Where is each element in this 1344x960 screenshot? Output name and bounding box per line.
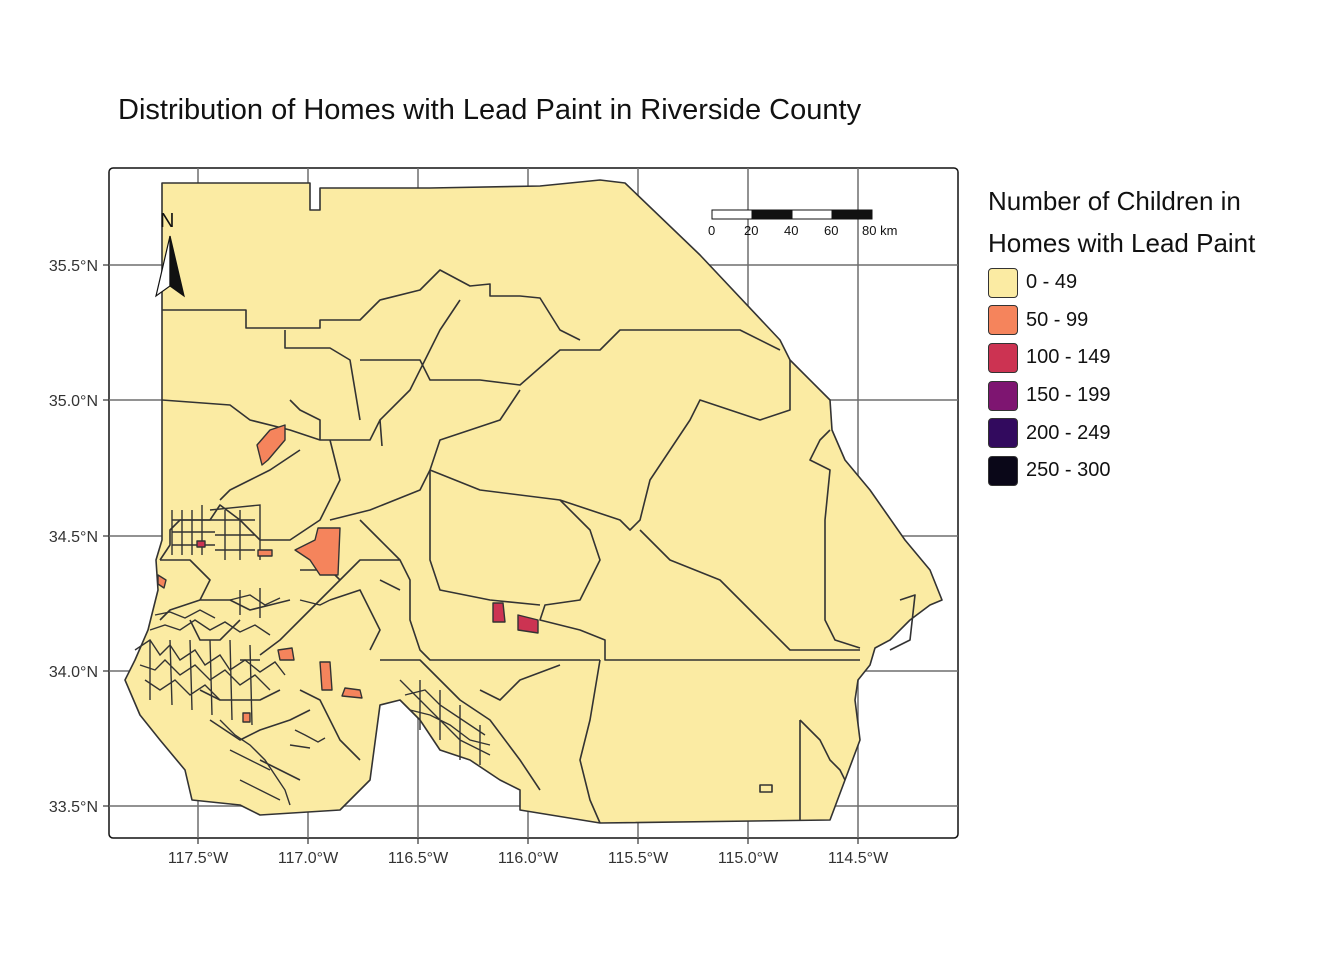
tract-50-99 bbox=[257, 549, 273, 557]
legend-item: 100 - 149 bbox=[988, 339, 1255, 377]
legend-item: 50 - 99 bbox=[988, 302, 1255, 340]
tract-100-149 bbox=[517, 614, 539, 634]
y-tick-label: 35.5°N bbox=[49, 258, 98, 275]
legend-swatch bbox=[988, 305, 1018, 336]
tract-50-99 bbox=[277, 647, 295, 661]
x-tick-label: 116.0°W bbox=[498, 850, 559, 867]
north-arrow-right-half bbox=[169, 235, 185, 298]
legend-label: 50 - 99 bbox=[1026, 308, 1089, 331]
scale-bar-label: 80 km bbox=[862, 223, 897, 238]
legend-label: 0 - 49 bbox=[1026, 271, 1078, 294]
tract-boundary bbox=[759, 719, 846, 820]
tract-boundary bbox=[259, 519, 600, 661]
north-arrow-label: N bbox=[160, 210, 174, 232]
tract-boundary bbox=[159, 439, 341, 561]
tract-boundary bbox=[219, 399, 321, 501]
urban-cluster bbox=[134, 639, 286, 726]
legend-label: 200 - 249 bbox=[1026, 421, 1111, 444]
legend-item: 250 - 300 bbox=[988, 452, 1255, 490]
scale-bar-segment bbox=[791, 209, 833, 220]
scale-bar-segment bbox=[711, 209, 753, 220]
legend: Number of Children in Homes with Lead Pa… bbox=[988, 180, 1255, 490]
tract-50-99 bbox=[256, 424, 286, 466]
x-tick-label: 115.5°W bbox=[608, 850, 669, 867]
tract-boundary bbox=[539, 499, 860, 661]
legend-items: 0 - 49 50 - 99 100 - 149 150 - 199 200 - 249… bbox=[988, 264, 1255, 490]
scale-bar-label: 0 bbox=[708, 223, 715, 238]
tract-boundary bbox=[429, 360, 791, 531]
scale-bar-label: 40 bbox=[784, 223, 798, 238]
legend-item: 150 - 199 bbox=[988, 377, 1255, 415]
y-tick-label: 34.0°N bbox=[49, 664, 98, 681]
urban-cluster bbox=[149, 609, 271, 636]
urban-tract-clusters bbox=[134, 504, 491, 806]
tract-50-99 bbox=[157, 574, 167, 589]
tract-boundary bbox=[162, 269, 581, 341]
x-tick-label: 114.5°W bbox=[828, 850, 889, 867]
legend-swatch bbox=[988, 418, 1018, 449]
x-tick-label: 117.0°W bbox=[278, 850, 339, 867]
legend-label: 150 - 199 bbox=[1026, 384, 1111, 407]
tract-boundary bbox=[380, 659, 601, 824]
legend-title-line: Homes with Lead Paint bbox=[988, 228, 1256, 258]
scale-bar-label: 60 bbox=[824, 223, 838, 238]
urban-cluster bbox=[399, 679, 491, 765]
tract-boundary bbox=[809, 429, 916, 651]
scale-bar-segment bbox=[751, 209, 793, 220]
tract-100-149 bbox=[196, 540, 206, 548]
scale-bar-segment bbox=[831, 209, 873, 220]
urban-cluster bbox=[219, 719, 326, 806]
x-tick-label: 115.0°W bbox=[718, 850, 779, 867]
legend-swatch bbox=[988, 380, 1018, 411]
tract-50-99 bbox=[242, 712, 251, 723]
y-tick-label: 33.5°N bbox=[49, 799, 98, 816]
north-arrow: N bbox=[155, 210, 185, 298]
x-tick-label: 117.5°W bbox=[168, 850, 229, 867]
legend-item: 200 - 249 bbox=[988, 414, 1255, 452]
tract-50-99 bbox=[341, 687, 363, 699]
highlighted-tracts bbox=[157, 424, 539, 723]
map-title: Distribution of Homes with Lead Paint in… bbox=[118, 94, 862, 126]
legend-title-line: Number of Children in bbox=[988, 186, 1241, 216]
legend-title: Number of Children in Homes with Lead Pa… bbox=[988, 180, 1255, 264]
axis-ticks: 117.5°W 117.0°W 116.5°W 116.0°W 115.5°W 115.0… bbox=[49, 258, 889, 867]
scale-bar-label: 20 bbox=[744, 223, 758, 238]
tract-50-99 bbox=[319, 661, 333, 691]
scale-bar: 0 20 40 60 80 km bbox=[708, 209, 897, 238]
legend-item: 0 - 49 bbox=[988, 264, 1255, 302]
y-tick-label: 34.5°N bbox=[49, 529, 98, 546]
tract-boundary bbox=[159, 559, 291, 621]
tract-boundary bbox=[161, 399, 383, 447]
urban-cluster bbox=[229, 588, 331, 618]
tract-100-149 bbox=[492, 602, 506, 623]
tract-50-99 bbox=[294, 527, 341, 576]
tract-boundary bbox=[429, 470, 541, 606]
legend-swatch bbox=[988, 455, 1018, 486]
x-tick-label: 116.5°W bbox=[388, 850, 449, 867]
urban-cluster bbox=[171, 504, 261, 560]
tract-boundary bbox=[284, 329, 781, 421]
legend-swatch bbox=[988, 342, 1018, 373]
legend-label: 250 - 300 bbox=[1026, 459, 1111, 482]
legend-label: 100 - 149 bbox=[1026, 346, 1111, 369]
y-tick-label: 35.0°N bbox=[49, 393, 98, 410]
legend-swatch bbox=[988, 267, 1018, 298]
